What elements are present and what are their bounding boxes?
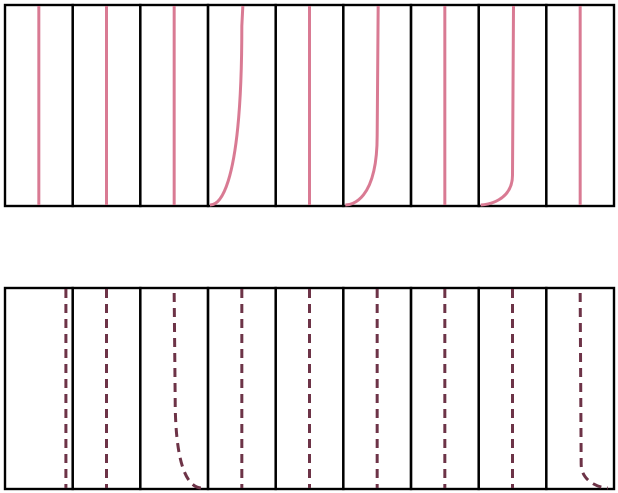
panel-frame-r2-9 bbox=[545, 286, 616, 491]
panel-frame-r1-9 bbox=[545, 3, 616, 208]
panel-frame-r2-1 bbox=[3, 286, 74, 491]
panel-row-2 bbox=[3, 286, 616, 491]
series-line-r1-8 bbox=[480, 5, 515, 207]
series-line-r1-6 bbox=[345, 5, 380, 207]
series-line-r2-3 bbox=[172, 292, 203, 490]
series-line-r1-4 bbox=[209, 5, 245, 207]
panel-row-1 bbox=[3, 3, 616, 208]
series-line-r2-9 bbox=[578, 292, 609, 490]
